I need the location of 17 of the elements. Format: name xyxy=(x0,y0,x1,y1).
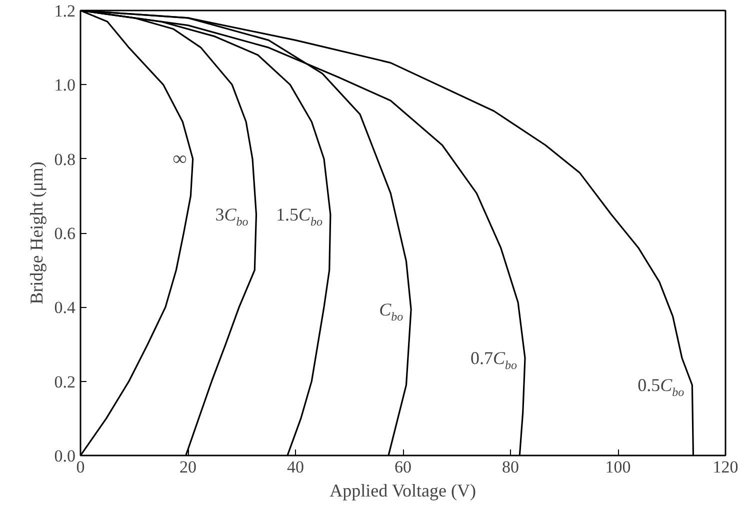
x-tick-label: 80 xyxy=(502,458,519,476)
x-tick-label: 0 xyxy=(76,458,85,476)
y-axis-title: Bridge Height (μm) xyxy=(26,162,46,304)
y-tick-label: 1.0 xyxy=(54,76,76,95)
y-tick-label: 0.8 xyxy=(54,150,76,169)
x-tick-label: 40 xyxy=(287,458,304,476)
series-label: ∞ xyxy=(172,148,187,170)
y-tick-label: 0.0 xyxy=(54,446,76,466)
y-tick-label: 0.4 xyxy=(54,298,76,318)
x-axis-title: Applied Voltage (V) xyxy=(330,480,476,500)
x-tick-label: 60 xyxy=(394,458,412,476)
y-tick-label: 1.2 xyxy=(54,2,76,20)
x-tick-label: 120 xyxy=(712,458,738,476)
x-tick-label: 100 xyxy=(605,458,631,476)
y-tick-label: 0.6 xyxy=(54,224,76,243)
y-tick-label: 0.2 xyxy=(54,372,76,392)
x-tick-label: 20 xyxy=(180,458,196,476)
